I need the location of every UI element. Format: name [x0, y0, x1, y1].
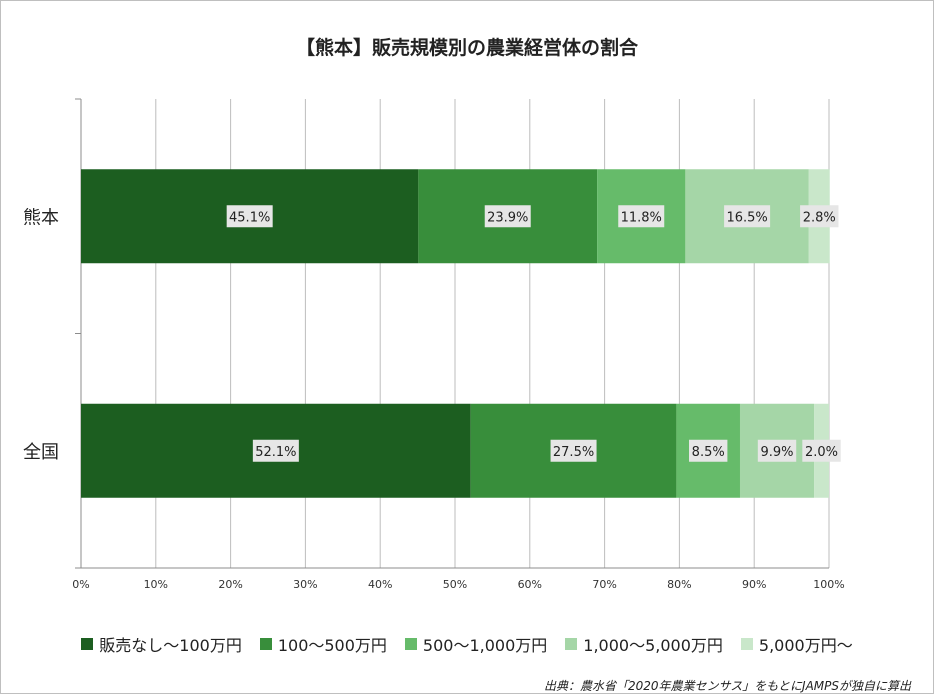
source-note: 出典：農水省「2020年農業センサス」をもとにJAMPSが独自に算出: [543, 679, 911, 693]
data-label-box: [688, 439, 728, 462]
legend-swatch: [81, 638, 94, 650]
data-label-box: [226, 205, 273, 228]
x-tick-label: 70%: [592, 578, 616, 591]
x-tick-label: 50%: [443, 578, 467, 591]
data-label: 27.5%: [553, 445, 594, 460]
data-label-box: [724, 205, 771, 228]
legend-swatch: [740, 638, 753, 650]
x-tick-label: 30%: [293, 578, 317, 591]
y-tick-label: 熊本: [23, 207, 59, 228]
x-tick-label: 100%: [813, 578, 844, 591]
data-label: 2.0%: [805, 445, 838, 460]
legend-swatch: [404, 638, 417, 650]
data-label-box: [618, 205, 665, 228]
data-label: 23.9%: [487, 210, 528, 225]
x-tick-label: 40%: [368, 578, 392, 591]
data-label-box: [550, 439, 597, 462]
legend-label: 100～500万円: [277, 636, 387, 655]
data-label-box: [757, 439, 797, 462]
legend-label: 1,000～5,000万円: [583, 636, 723, 655]
legend-label: 5,000万円～: [758, 636, 853, 655]
x-tick-label: 80%: [667, 578, 691, 591]
data-label-box: [252, 439, 299, 462]
legend-item: 100～500万円: [259, 632, 387, 656]
legend-item: 販売なし～100万円: [81, 632, 242, 656]
legend-label: 500～1,000万円: [422, 636, 548, 655]
y-tick-label: 全国: [23, 442, 59, 463]
data-label-box: [802, 439, 841, 462]
data-label-box: [800, 205, 839, 228]
x-tick-label: 0%: [72, 578, 89, 591]
data-label: 2.8%: [803, 210, 836, 225]
data-label-box: [484, 205, 531, 228]
x-tick-label: 20%: [218, 578, 242, 591]
legend-swatch: [259, 638, 272, 650]
data-label: 8.5%: [692, 445, 725, 460]
legend-item: 5,000万円～: [740, 632, 853, 656]
data-label: 11.8%: [621, 210, 662, 225]
data-label: 52.1%: [255, 445, 296, 460]
x-tick-label: 60%: [518, 578, 542, 591]
x-tick-label: 90%: [742, 578, 766, 591]
legend-item: 1,000～5,000万円: [565, 632, 723, 656]
legend-item: 500～1,000万円: [404, 632, 548, 656]
data-label: 45.1%: [229, 210, 270, 225]
data-label: 9.9%: [760, 445, 793, 460]
x-tick-label: 10%: [144, 578, 168, 591]
chart-title: 【熊本】販売規模別の農業経営体の割合: [295, 37, 638, 59]
legend-label: 販売なし～100万円: [99, 636, 242, 655]
chart-legend: 販売なし～100万円 100～500万円 500～1,000万円 1,000～5,00…: [1, 632, 933, 656]
data-label: 16.5%: [726, 210, 767, 225]
legend-swatch: [565, 638, 578, 650]
